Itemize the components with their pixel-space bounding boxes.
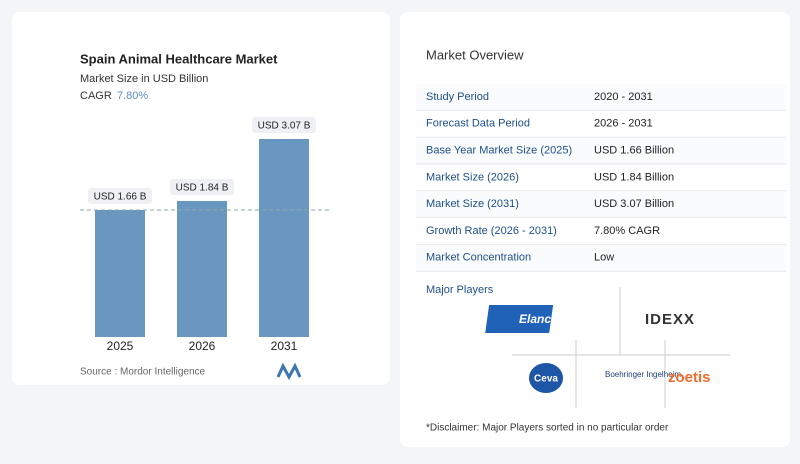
row-label: Study Period bbox=[426, 91, 489, 103]
bar bbox=[95, 210, 145, 337]
row-value: 7.80% CAGR bbox=[594, 225, 660, 237]
bar bbox=[259, 139, 309, 337]
player-name: Elanco bbox=[519, 312, 558, 326]
value-label: USD 1.84 B bbox=[176, 183, 229, 194]
x-tick-label: 2025 bbox=[107, 339, 134, 353]
row-label: Market Size (2031) bbox=[426, 198, 519, 210]
row-value: USD 1.66 Billion bbox=[594, 145, 674, 157]
chart-title: Spain Animal Healthcare Market bbox=[80, 51, 278, 66]
row-bg bbox=[416, 137, 786, 164]
row-label: Growth Rate (2026 - 2031) bbox=[426, 225, 557, 237]
row-label: Market Concentration bbox=[426, 252, 531, 264]
row-value: Low bbox=[594, 252, 614, 264]
chart-subtitle: Market Size in USD Billion bbox=[80, 73, 208, 85]
row-bg bbox=[416, 164, 786, 191]
logo-box bbox=[529, 363, 563, 393]
row-bg bbox=[416, 218, 786, 244]
row-bg bbox=[416, 191, 786, 218]
row-value: 2026 - 2031 bbox=[594, 118, 653, 130]
brand-logo bbox=[276, 362, 302, 381]
row-bg bbox=[416, 110, 786, 137]
logo-box bbox=[485, 305, 554, 333]
row-bg bbox=[416, 84, 786, 110]
row-value: USD 1.84 Billion bbox=[594, 171, 674, 183]
source: Source : Mordor Intelligence bbox=[80, 367, 206, 378]
disclaimer: *Disclaimer: Major Players sorted in no … bbox=[426, 423, 669, 434]
bar bbox=[177, 200, 227, 337]
row-label: Market Size (2026) bbox=[426, 171, 519, 183]
row-label: Base Year Market Size (2025) bbox=[426, 145, 572, 157]
x-tick-label: 2026 bbox=[189, 339, 216, 353]
overview-title: Market Overview bbox=[426, 47, 524, 62]
row-bg bbox=[416, 244, 786, 271]
label-box bbox=[170, 178, 234, 195]
cagr-label: CAGR bbox=[80, 90, 112, 102]
player-name: Ceva bbox=[534, 374, 558, 385]
value-label: USD 1.66 B bbox=[94, 192, 147, 203]
label-box bbox=[252, 117, 316, 133]
value-label: USD 3.07 B bbox=[258, 121, 311, 132]
x-tick-label: 2031 bbox=[271, 339, 298, 353]
players-title: Major Players bbox=[426, 284, 494, 296]
row-label: Forecast Data Period bbox=[426, 118, 530, 130]
row-value: USD 3.07 Billion bbox=[594, 198, 674, 210]
player-name: Boehringer Ingelheim bbox=[605, 370, 681, 379]
row-value: 2020 - 2031 bbox=[594, 91, 653, 103]
label-box bbox=[88, 188, 152, 205]
cagr-value: 7.80% bbox=[117, 90, 148, 102]
player-name: IDEXX bbox=[645, 311, 695, 328]
player-name: zoetis bbox=[668, 369, 711, 386]
